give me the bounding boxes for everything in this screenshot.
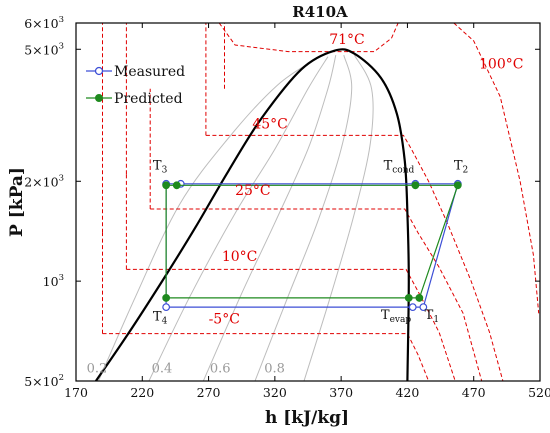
x-tick-label: 420 (395, 385, 419, 400)
cycle-point-predicted (453, 181, 462, 190)
cycle-line-measured (165, 183, 459, 308)
x-tick-label: 220 (130, 385, 154, 400)
cycle-point-predicted (162, 294, 171, 302)
isotherm-label: 45°C (252, 117, 288, 133)
cycle-point-predicted (162, 181, 171, 190)
x-axis-title: h [kJ/kg] (265, 408, 349, 428)
legend: Measured Predicted (86, 64, 185, 107)
isotherm-label: 10°C (222, 249, 258, 265)
x-tick-label: 470 (462, 385, 486, 400)
legend-predicted-label: Predicted (114, 91, 183, 107)
cycle-point-predicted (415, 294, 424, 302)
isotherm-line (205, 134, 504, 381)
isotherm-line (453, 23, 540, 314)
quality-line (148, 56, 329, 381)
plot-frame (75, 22, 541, 382)
state-point-label: T2 (454, 159, 468, 176)
legend-predicted-marker (95, 94, 103, 102)
state-point-label: Tevap (381, 308, 411, 325)
legend-measured-marker (94, 66, 104, 76)
x-tick-label: 170 (64, 385, 88, 400)
cycle-point-predicted (411, 181, 420, 190)
y-axis-title: P [kPa] (7, 167, 27, 237)
legend-measured-label: Measured (114, 64, 185, 80)
quality-label: 0.6 (210, 362, 231, 377)
saturation-dome (94, 48, 410, 381)
chart-title: R410A (292, 3, 348, 21)
x-tick-label: 270 (197, 385, 221, 400)
isotherm-line (150, 208, 483, 381)
cycle-point-measured (408, 303, 417, 312)
isotherm-label: 25°C (235, 183, 271, 199)
cycle-point-predicted (172, 181, 181, 190)
quality-label: 0.2 (87, 362, 108, 377)
isotherm-line (126, 268, 456, 381)
quality-line (303, 54, 374, 381)
isotherm-label: 100°C (479, 56, 523, 72)
cycle-point-predicted (404, 294, 413, 302)
cycle-line-predicted (165, 184, 459, 299)
isotherm-label: 71°C (329, 32, 365, 48)
state-point-label: T4 (153, 310, 168, 327)
quality-line (254, 54, 353, 381)
isotherm-line (218, 23, 399, 53)
quality-line (202, 54, 337, 381)
cycle-point-measured (419, 303, 428, 312)
isotherm-line (102, 333, 430, 381)
y-tick-label: 2×103 (24, 173, 64, 189)
x-tick-label: 370 (329, 385, 353, 400)
y-tick-label: 5×102 (24, 373, 64, 389)
y-tick-label: 5×103 (24, 41, 64, 57)
state-point-label: Tcond (384, 159, 415, 176)
y-tick-label: 6×103 (24, 15, 64, 31)
quality-line (98, 57, 318, 381)
isotherm-label: -5°C (209, 312, 240, 328)
quality-label: 0.8 (264, 362, 285, 377)
x-tick-label: 320 (263, 385, 287, 400)
y-tick-label: 103 (43, 273, 64, 289)
cycle-point-measured (162, 303, 171, 312)
x-tick-label: 520 (528, 385, 550, 400)
state-point-label: T1 (425, 308, 439, 325)
quality-label: 0.4 (152, 362, 173, 377)
state-point-label: T3 (153, 159, 168, 176)
